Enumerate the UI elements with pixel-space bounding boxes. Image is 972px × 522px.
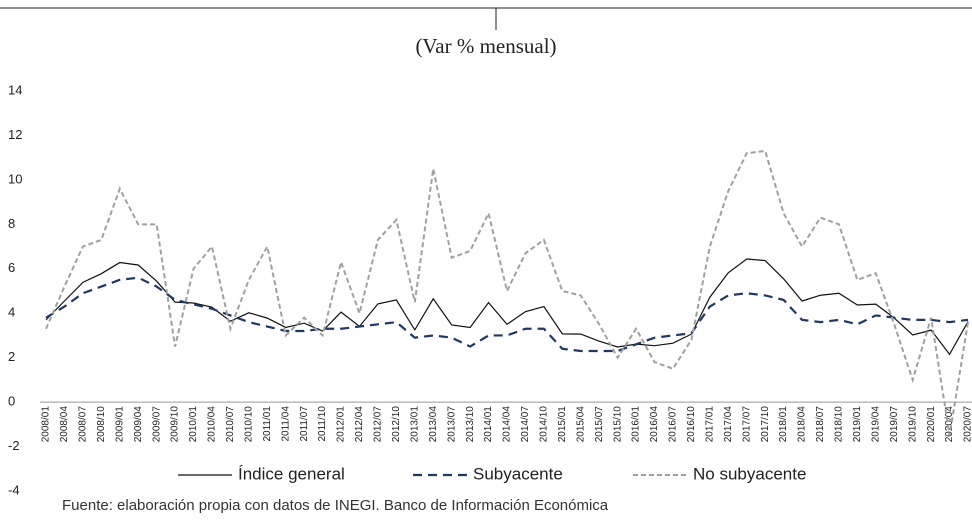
x-tick-label: 2018/07 [815, 406, 826, 443]
x-tick-label: 2011/07 [299, 406, 310, 442]
series-line [45, 276, 969, 353]
x-tick-label: 2009/07 [151, 406, 162, 443]
x-tick-label: 2012/07 [373, 406, 384, 443]
x-tick-label: 2017/01 [704, 406, 715, 443]
x-tick-label: 2017/04 [723, 406, 734, 443]
x-tick-label: 2010/01 [188, 406, 199, 443]
y-tick-label: 2 [8, 349, 15, 364]
x-tick-label: 2010/04 [207, 406, 218, 443]
source: Fuente: elaboración propia con datos de … [62, 497, 609, 514]
x-tick-label: 2016/01 [631, 406, 642, 443]
x-tick-label: 2015/04 [575, 406, 586, 443]
x-tick-label: 2008/01 [41, 406, 52, 443]
y-tick-label: 8 [8, 216, 15, 231]
x-tick-label: 2008/04 [59, 406, 70, 443]
x-tick-label: 2019/01 [852, 406, 863, 443]
x-tick-label: 2017/07 [741, 406, 752, 443]
series-line [45, 149, 969, 436]
x-tick-label: 2015/01 [557, 406, 568, 443]
x-tick-label: 2013/04 [428, 406, 439, 443]
x-tick-label: 2012/04 [354, 406, 365, 443]
x-tick-label: 2013/07 [446, 406, 457, 443]
x-tick-label: 2009/10 [170, 406, 181, 443]
y-tick-label: 4 [8, 305, 15, 320]
x-tick-label: 2020/01 [926, 406, 937, 443]
y-tick-label: 0 [8, 394, 15, 409]
x-tick-label: 2019/10 [907, 406, 918, 443]
x-tick-label: 2016/10 [686, 406, 697, 443]
x-tick-label: 2018/04 [797, 406, 808, 443]
y-tick-label: -2 [8, 438, 20, 453]
x-tick-label: 2010/10 [243, 406, 254, 443]
x-tick-label: 2008/10 [96, 406, 107, 443]
x-tick-label: 2014/04 [502, 406, 513, 443]
x-tick-label: 2011/10 [317, 406, 328, 442]
x-tick-label: 2018/10 [834, 406, 845, 443]
x-tick-label: 2019/07 [889, 406, 900, 443]
x-tick-label: 2013/01 [409, 406, 420, 443]
x-tick-label: 2020/04 [944, 406, 955, 443]
x-tick-label: 2014/10 [539, 406, 550, 443]
x-tick-label: 2012/10 [391, 406, 402, 443]
subtitle: (Var % mensual) [415, 34, 556, 58]
x-tick-label: 2020/07 [963, 406, 972, 443]
y-tick-label: 10 [8, 171, 22, 186]
x-tick-label: 2014/07 [520, 406, 531, 443]
x-tick-label: 2016/04 [649, 406, 660, 443]
y-tick-label: 12 [8, 127, 22, 142]
x-tick-label: 2012/01 [336, 406, 347, 443]
x-tick-label: 2015/07 [594, 406, 605, 443]
x-tick-label: 2013/10 [465, 406, 476, 443]
legend-label: Subyacente [473, 464, 563, 483]
x-tick-label: 2011/01 [262, 406, 273, 442]
x-tick-label: 2014/01 [483, 406, 494, 443]
y-tick-label: -4 [8, 482, 20, 497]
x-tick-label: 2015/10 [612, 406, 623, 443]
legend-label: Índice general [238, 464, 345, 483]
y-tick-label: 6 [8, 260, 15, 275]
y-tick-label: 14 [8, 82, 22, 97]
x-tick-label: 2010/07 [225, 406, 236, 443]
x-tick-label: 2009/04 [133, 406, 144, 443]
x-tick-label: 2017/10 [760, 406, 771, 443]
x-tick-label: 2008/07 [78, 406, 89, 443]
x-tick-label: 2011/04 [280, 406, 291, 442]
legend-label: No subyacente [693, 464, 806, 483]
x-tick-label: 2018/01 [778, 406, 789, 443]
series-line [45, 258, 969, 356]
x-tick-label: 2019/04 [870, 406, 881, 443]
x-tick-label: 2016/07 [668, 406, 679, 443]
x-tick-label: 2009/01 [114, 406, 125, 443]
